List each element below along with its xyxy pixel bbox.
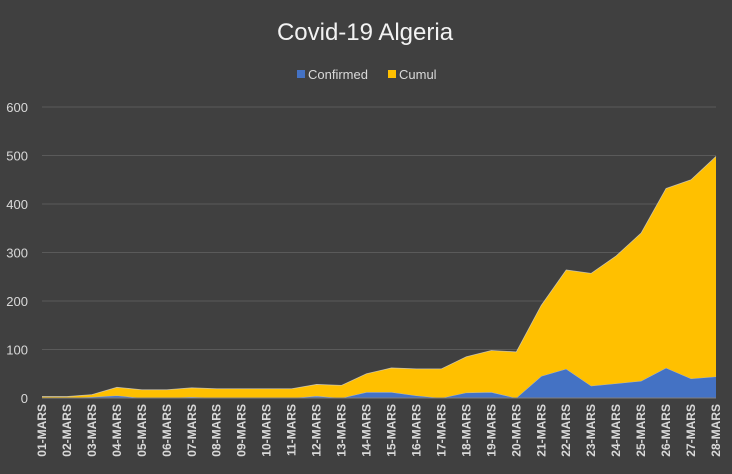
area-edge-cumul [42, 156, 717, 397]
x-tick-label: 13-MARS [335, 404, 349, 457]
area-confirmed [42, 367, 716, 398]
x-tick-label: 21-MARS [534, 404, 548, 457]
x-tick-label: 02-MARS [60, 404, 74, 457]
x-tick-label: 14-MARS [360, 404, 374, 457]
x-tick-label: 27-MARS [684, 404, 698, 457]
y-tick-label: 0 [21, 391, 28, 406]
y-tick-label: 500 [6, 149, 28, 164]
legend-label-confirmed: Confirmed [308, 67, 368, 82]
y-tick-label: 600 [6, 100, 28, 115]
x-tick-label: 03-MARS [85, 404, 99, 457]
y-tick-label: 300 [6, 246, 28, 261]
x-tick-label: 12-MARS [310, 404, 324, 457]
x-tick-label: 01-MARS [35, 404, 49, 457]
x-tick-label: 22-MARS [559, 404, 573, 457]
chart-title: Covid-19 Algeria [277, 19, 454, 46]
y-axis-ticks: 0 100 200 300 400 500 600 [6, 100, 28, 406]
x-tick-label: 09-MARS [235, 404, 249, 457]
legend: Confirmed Cumul [297, 67, 437, 82]
x-tick-label: 16-MARS [409, 404, 423, 457]
x-tick-label: 10-MARS [260, 404, 274, 457]
x-tick-label: 05-MARS [135, 404, 149, 457]
y-tick-label: 200 [6, 294, 28, 309]
x-tick-label: 15-MARS [384, 404, 398, 457]
x-tick-label: 26-MARS [659, 404, 673, 457]
x-tick-label: 18-MARS [459, 404, 473, 457]
area-cumul [42, 156, 716, 398]
legend-swatch-cumul [388, 70, 396, 78]
x-tick-label: 25-MARS [634, 404, 648, 457]
x-tick-label: 23-MARS [584, 404, 598, 457]
x-tick-label: 24-MARS [609, 404, 623, 457]
x-tick-label: 04-MARS [110, 404, 124, 457]
x-tick-label: 17-MARS [434, 404, 448, 457]
legend-swatch-confirmed [297, 70, 305, 78]
plot-areas [41, 156, 717, 399]
y-tick-label: 100 [6, 343, 28, 358]
legend-label-cumul: Cumul [399, 67, 437, 82]
y-tick-label: 400 [6, 197, 28, 212]
x-tick-label: 19-MARS [484, 404, 498, 457]
x-tick-label: 06-MARS [160, 404, 174, 457]
x-tick-label: 28-MARS [709, 404, 723, 457]
x-tick-label: 11-MARS [285, 404, 299, 456]
x-tick-label: 20-MARS [509, 404, 523, 457]
x-axis-ticks: 01-MARS 02-MARS 03-MARS 04-MARS 05-MARS 06-MA… [35, 404, 723, 457]
x-tick-label: 07-MARS [185, 404, 199, 457]
x-tick-label: 08-MARS [210, 404, 224, 457]
